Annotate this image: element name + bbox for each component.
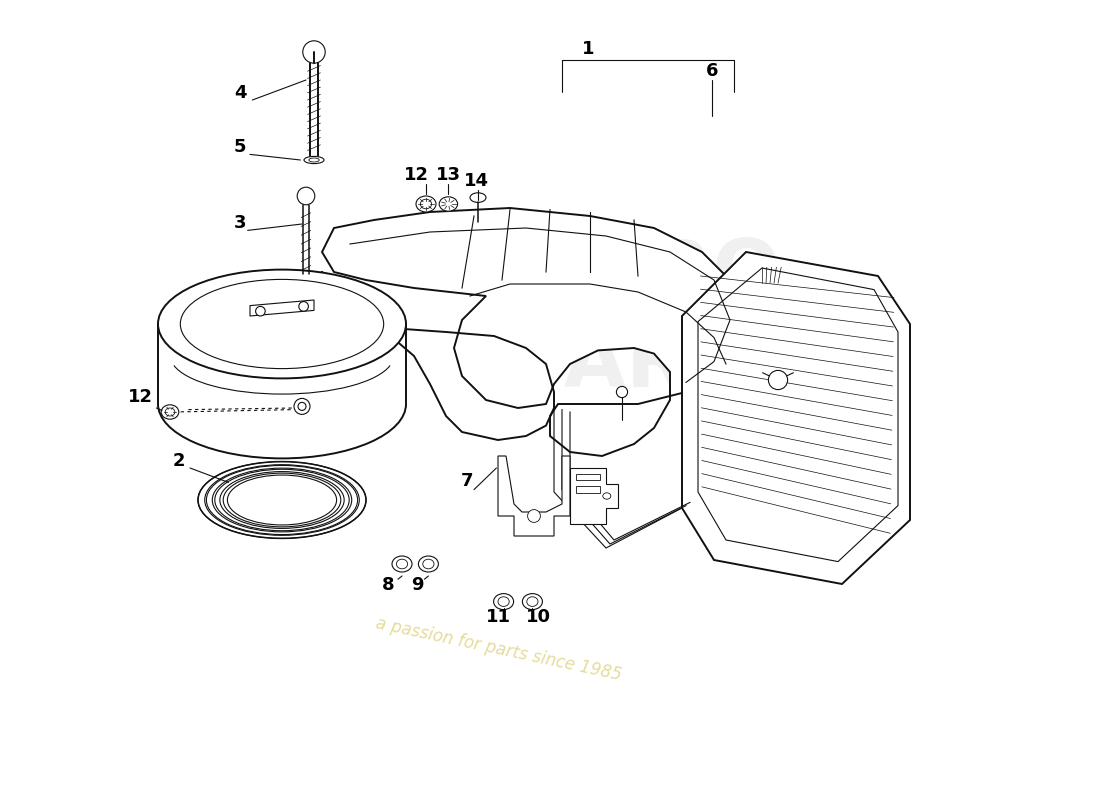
- Polygon shape: [322, 208, 750, 456]
- Text: 3: 3: [234, 214, 246, 232]
- Text: 2: 2: [173, 451, 185, 470]
- Circle shape: [769, 370, 788, 390]
- Circle shape: [299, 302, 308, 311]
- Ellipse shape: [470, 193, 486, 202]
- Ellipse shape: [198, 462, 366, 538]
- Circle shape: [294, 398, 310, 414]
- Text: 5: 5: [234, 138, 246, 156]
- Text: 10: 10: [526, 608, 551, 626]
- Text: 14: 14: [464, 172, 490, 190]
- Circle shape: [528, 510, 540, 522]
- Text: 11: 11: [486, 608, 512, 626]
- Polygon shape: [576, 474, 600, 480]
- Circle shape: [297, 187, 315, 205]
- Text: 12: 12: [404, 166, 429, 184]
- Circle shape: [616, 386, 628, 398]
- Text: 1: 1: [582, 39, 594, 58]
- Circle shape: [255, 306, 265, 316]
- Ellipse shape: [527, 597, 538, 606]
- Circle shape: [298, 402, 306, 410]
- Ellipse shape: [309, 158, 319, 162]
- Text: EURO
PARTS: EURO PARTS: [513, 236, 799, 404]
- Polygon shape: [498, 456, 570, 536]
- Polygon shape: [570, 468, 618, 524]
- Circle shape: [302, 41, 326, 63]
- Ellipse shape: [392, 556, 412, 572]
- Ellipse shape: [422, 559, 435, 569]
- Text: 7: 7: [461, 472, 473, 490]
- Ellipse shape: [418, 556, 439, 572]
- Text: 6: 6: [706, 62, 718, 80]
- Text: 4: 4: [234, 84, 246, 102]
- Ellipse shape: [498, 597, 509, 606]
- Ellipse shape: [439, 197, 458, 211]
- Ellipse shape: [158, 270, 406, 378]
- Ellipse shape: [304, 157, 324, 164]
- Ellipse shape: [420, 199, 431, 209]
- Text: 12: 12: [128, 388, 153, 406]
- Text: a passion for parts since 1985: a passion for parts since 1985: [374, 614, 624, 684]
- Ellipse shape: [162, 405, 179, 419]
- Ellipse shape: [416, 196, 436, 212]
- Polygon shape: [576, 486, 600, 493]
- Text: 13: 13: [437, 166, 461, 184]
- Polygon shape: [250, 300, 314, 316]
- Ellipse shape: [522, 594, 542, 610]
- Text: 8: 8: [382, 576, 395, 594]
- Text: 9: 9: [410, 576, 424, 594]
- Ellipse shape: [603, 493, 611, 499]
- Ellipse shape: [180, 279, 384, 369]
- Ellipse shape: [165, 408, 175, 416]
- Ellipse shape: [396, 559, 408, 569]
- Polygon shape: [682, 252, 910, 584]
- Ellipse shape: [494, 594, 514, 610]
